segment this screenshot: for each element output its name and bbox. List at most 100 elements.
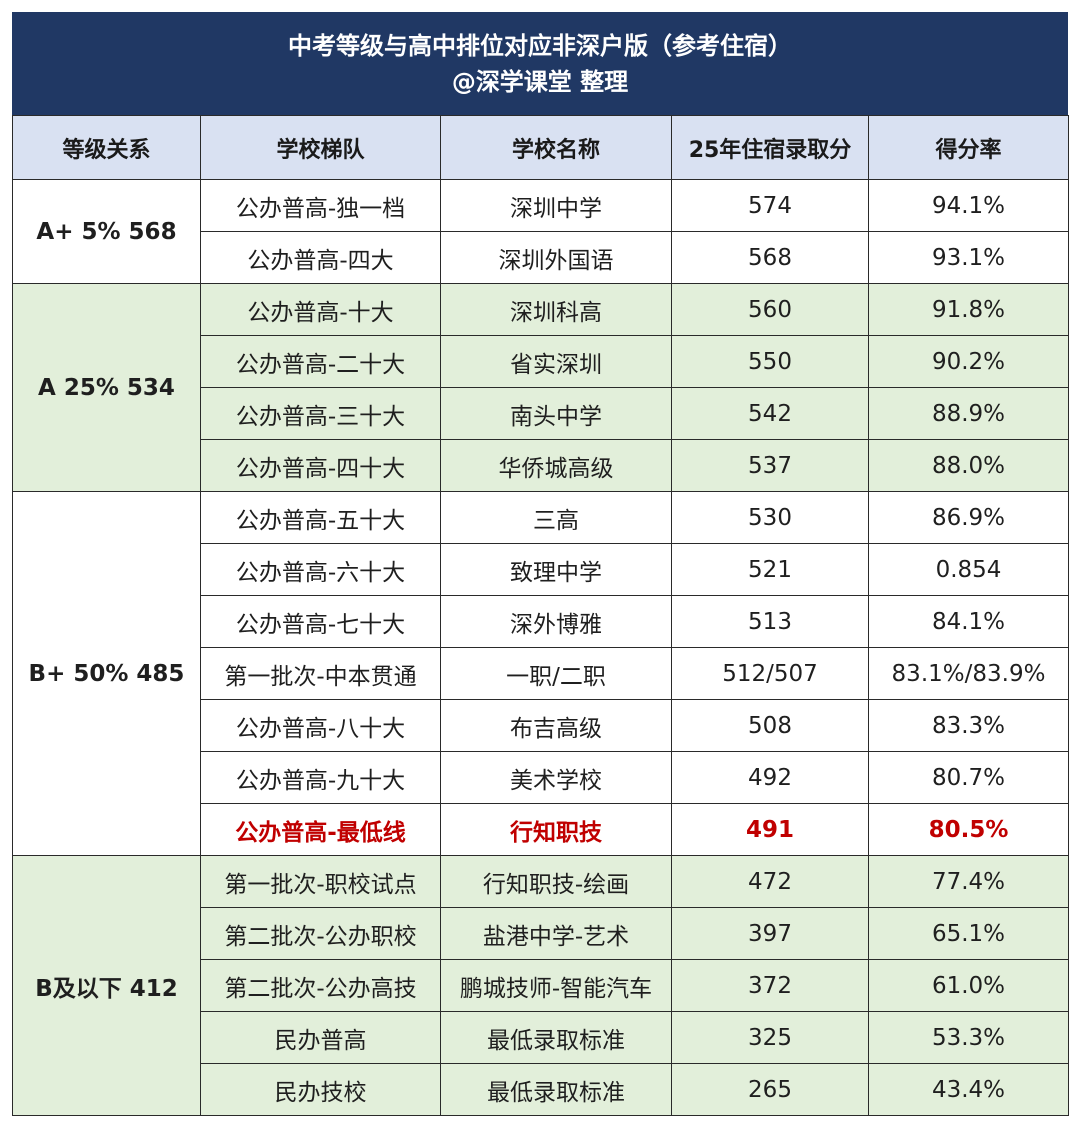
tier-cell: 公办普高-二十大 bbox=[200, 335, 441, 388]
table-row: 第二批次-公办高技 鹏城技师-智能汽车 372 61.0% bbox=[13, 959, 1069, 1012]
rate-cell: 77.4% bbox=[868, 855, 1069, 908]
school-cell: 深圳科高 bbox=[440, 283, 672, 336]
school-cell: 鹏城技师-智能汽车 bbox=[440, 959, 672, 1012]
rate-cell: 53.3% bbox=[868, 1011, 1069, 1064]
score-cell: 521 bbox=[671, 543, 869, 596]
rate-cell: 94.1% bbox=[868, 179, 1069, 232]
score-cell: 265 bbox=[671, 1063, 869, 1116]
rate-cell: 91.8% bbox=[868, 283, 1069, 336]
tier-cell: 公办普高-三十大 bbox=[200, 387, 441, 440]
grade-cell: A 25% 534 bbox=[12, 283, 201, 492]
school-cell: 行知职技-绘画 bbox=[440, 855, 672, 908]
score-cell: 325 bbox=[671, 1011, 869, 1064]
table-row: B及以下 412 第一批次-职校试点 行知职技-绘画 472 77.4% bbox=[12, 855, 1069, 1116]
score-cell: 560 bbox=[671, 283, 869, 336]
table-row: A 25% 534 公办普高-十大 深圳科高 560 91.8% bbox=[12, 283, 1069, 492]
grade-cell: A+ 5% 568 bbox=[12, 179, 201, 284]
table-row: 第二批次-公办职校 盐港中学-艺术 397 65.1% bbox=[13, 907, 1069, 960]
school-cell: 最低录取标准 bbox=[440, 1063, 672, 1116]
score-cell: 397 bbox=[671, 907, 869, 960]
school-cell: 最低录取标准 bbox=[440, 1011, 672, 1064]
table-row: 公办普高-七十大 深外博雅 513 84.1% bbox=[13, 595, 1069, 648]
header-score: 25年住宿录取分 bbox=[671, 115, 869, 180]
rate-cell: 61.0% bbox=[868, 959, 1069, 1012]
rate-cell: 88.9% bbox=[868, 387, 1069, 440]
table-row: 民办普高 最低录取标准 325 53.3% bbox=[13, 1011, 1069, 1064]
table-title: 中考等级与高中排位对应非深户版（参考住宿） bbox=[288, 32, 792, 60]
header-rate: 得分率 bbox=[868, 115, 1069, 180]
table-body: A+ 5% 568 公办普高-独一档 深圳中学 574 94.1% 公办普高-四大 深圳外国… bbox=[12, 179, 1069, 1116]
school-cell: 深圳中学 bbox=[440, 179, 672, 232]
tier-cell: 公办普高-四十大 bbox=[200, 439, 441, 492]
rate-cell: 93.1% bbox=[868, 231, 1069, 284]
score-cell: 542 bbox=[671, 387, 869, 440]
score-cell: 508 bbox=[671, 699, 869, 752]
rate-cell: 83.1%/83.9% bbox=[868, 647, 1069, 700]
rate-cell: 0.854 bbox=[868, 543, 1069, 596]
score-cell: 512/507 bbox=[671, 647, 869, 700]
rate-cell: 88.0% bbox=[868, 439, 1069, 492]
school-cell: 布吉高级 bbox=[440, 699, 672, 752]
school-cell: 美术学校 bbox=[440, 751, 672, 804]
header-grade: 等级关系 bbox=[12, 115, 201, 180]
tier-cell: 第二批次-公办高技 bbox=[200, 959, 441, 1012]
table-row: 公办普高-四大 深圳外国语 568 93.1% bbox=[13, 231, 1069, 284]
school-cell: 省实深圳 bbox=[440, 335, 672, 388]
rate-cell: 83.3% bbox=[868, 699, 1069, 752]
table-row: 第一批次-中本贯通 一职/二职 512/507 83.1%/83.9% bbox=[13, 647, 1069, 700]
score-cell: 372 bbox=[671, 959, 869, 1012]
score-cell: 491 bbox=[671, 803, 869, 856]
rate-cell: 90.2% bbox=[868, 335, 1069, 388]
header-school: 学校名称 bbox=[440, 115, 672, 180]
title-banner: 中考等级与高中排位对应非深户版（参考住宿） @深学课堂 整理 bbox=[12, 12, 1068, 115]
tier-cell: 民办技校 bbox=[200, 1063, 441, 1116]
rate-cell: 80.7% bbox=[868, 751, 1069, 804]
tier-cell: 公办普高-十大 bbox=[200, 283, 441, 336]
rate-cell: 80.5% bbox=[868, 803, 1069, 856]
score-cell: 472 bbox=[671, 855, 869, 908]
score-cell: 530 bbox=[671, 491, 869, 544]
score-cell: 513 bbox=[671, 595, 869, 648]
rate-cell: 86.9% bbox=[868, 491, 1069, 544]
score-cell: 550 bbox=[671, 335, 869, 388]
header-tier: 学校梯队 bbox=[200, 115, 441, 180]
school-cell: 华侨城高级 bbox=[440, 439, 672, 492]
table-row: 公办普高-二十大 省实深圳 550 90.2% bbox=[13, 335, 1069, 388]
school-cell: 一职/二职 bbox=[440, 647, 672, 700]
school-cell: 深外博雅 bbox=[440, 595, 672, 648]
table-frame: 中考等级与高中排位对应非深户版（参考住宿） @深学课堂 整理 等级关系 学校梯队… bbox=[12, 12, 1069, 1116]
tier-cell: 公办普高-最低线 bbox=[200, 803, 441, 856]
table-row: 公办普高-六十大 致理中学 521 0.854 bbox=[13, 543, 1069, 596]
rate-cell: 65.1% bbox=[868, 907, 1069, 960]
tier-cell: 民办普高 bbox=[200, 1011, 441, 1064]
tier-cell: 第二批次-公办职校 bbox=[200, 907, 441, 960]
rate-cell: 84.1% bbox=[868, 595, 1069, 648]
rate-cell: 43.4% bbox=[868, 1063, 1069, 1116]
tier-cell: 公办普高-五十大 bbox=[200, 491, 441, 544]
tier-cell: 公办普高-独一档 bbox=[200, 179, 441, 232]
score-cell: 574 bbox=[671, 179, 869, 232]
tier-cell: 公办普高-九十大 bbox=[200, 751, 441, 804]
score-cell: 537 bbox=[671, 439, 869, 492]
tier-cell: 公办普高-七十大 bbox=[200, 595, 441, 648]
tier-cell: 第一批次-中本贯通 bbox=[200, 647, 441, 700]
table-row: 公办普高-八十大 布吉高级 508 83.3% bbox=[13, 699, 1069, 752]
school-cell: 深圳外国语 bbox=[440, 231, 672, 284]
table-subtitle: @深学课堂 整理 bbox=[451, 68, 629, 96]
tier-cell: 公办普高-六十大 bbox=[200, 543, 441, 596]
school-cell: 三高 bbox=[440, 491, 672, 544]
school-cell: 行知职技 bbox=[440, 803, 672, 856]
header-row: 等级关系 学校梯队 学校名称 25年住宿录取分 得分率 bbox=[12, 115, 1069, 180]
tier-cell: 第一批次-职校试点 bbox=[200, 855, 441, 908]
score-table: 等级关系 学校梯队 学校名称 25年住宿录取分 得分率 A+ 5% 568 公办普… bbox=[12, 115, 1069, 1116]
grade-cell: B+ 50% 485 bbox=[12, 491, 201, 856]
table-row: 公办普高-三十大 南头中学 542 88.9% bbox=[13, 387, 1069, 440]
score-cell: 568 bbox=[671, 231, 869, 284]
table-row: A+ 5% 568 公办普高-独一档 深圳中学 574 94.1% bbox=[12, 179, 1069, 284]
grade-cell: B及以下 412 bbox=[12, 855, 201, 1116]
school-cell: 盐港中学-艺术 bbox=[440, 907, 672, 960]
table-row-highlight: 公办普高-最低线 行知职技 491 80.5% bbox=[13, 803, 1069, 856]
school-cell: 致理中学 bbox=[440, 543, 672, 596]
table-row: 民办技校 最低录取标准 265 43.4% bbox=[13, 1063, 1069, 1116]
score-cell: 492 bbox=[671, 751, 869, 804]
